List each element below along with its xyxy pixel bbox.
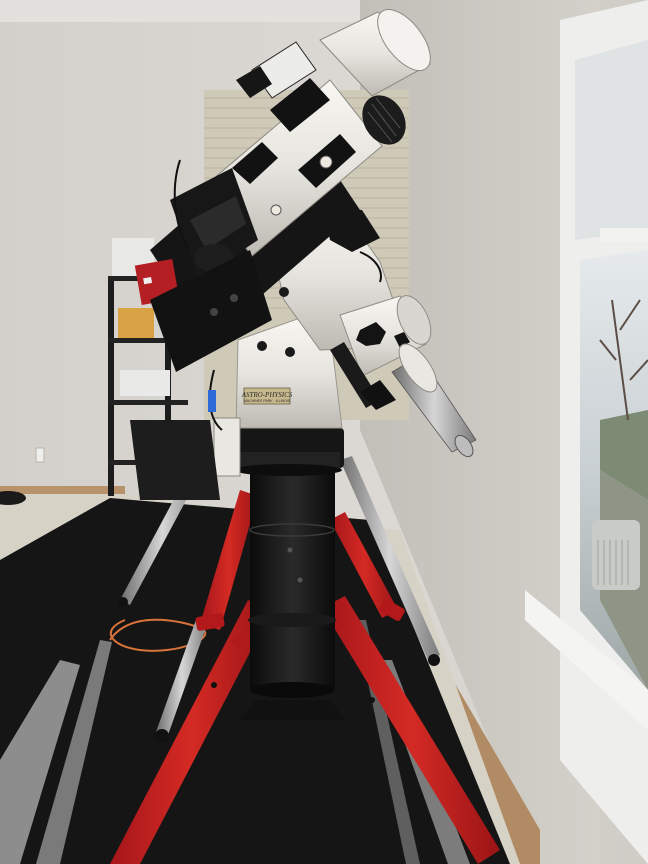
mount-brand-label: ASTRO-PHYSICS bbox=[241, 391, 293, 399]
right-wall bbox=[360, 0, 600, 864]
lamp-base bbox=[0, 491, 26, 505]
mount-pier bbox=[240, 460, 345, 720]
baseboard-left bbox=[0, 486, 125, 494]
power-outlet bbox=[35, 447, 45, 463]
telescope-tube bbox=[134, 9, 431, 431]
mount-base bbox=[232, 428, 344, 476]
red-tripod bbox=[110, 490, 500, 864]
mount-label-plate bbox=[243, 387, 291, 405]
counterweight-shaft bbox=[330, 342, 477, 458]
floor-equipment bbox=[130, 420, 220, 500]
blue-connector bbox=[208, 390, 216, 412]
side-window bbox=[525, 0, 648, 864]
mount-brand-sublabel: MACHINES PARK · ILLINOIS bbox=[244, 399, 291, 403]
ceiling bbox=[0, 0, 420, 22]
